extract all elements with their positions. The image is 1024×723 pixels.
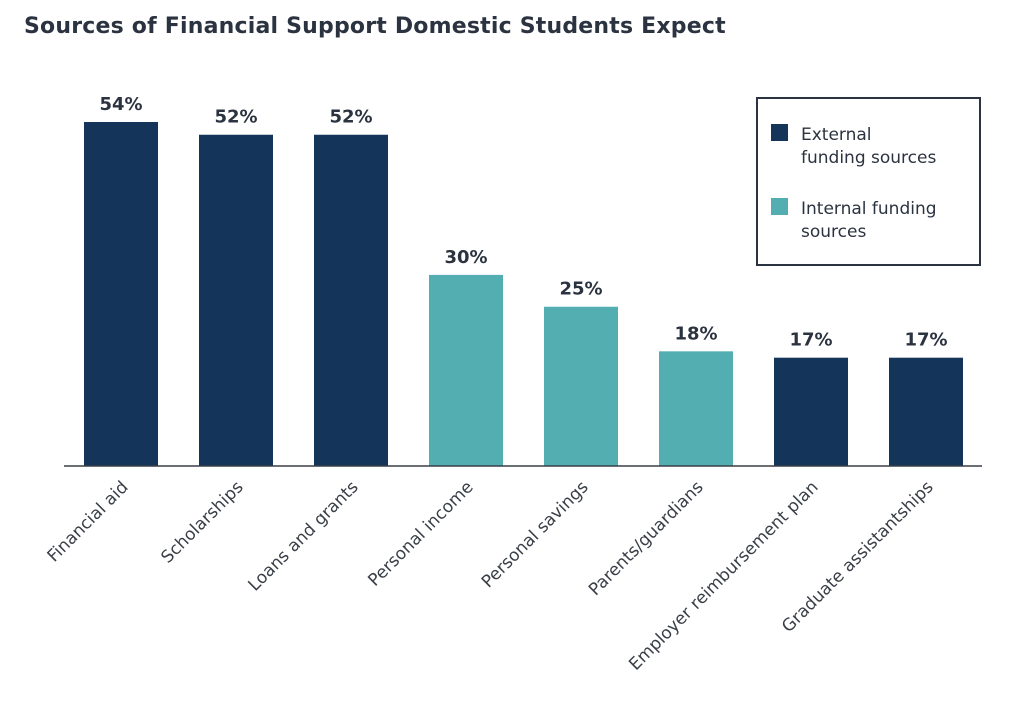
value-label-financial-aid: 54% [99, 94, 142, 115]
legend-label-internal: sources [801, 222, 866, 242]
value-label-employer-reimbursement-plan: 17% [789, 330, 832, 351]
bar-personal-savings [544, 306, 618, 466]
legend-label-external: funding sources [801, 148, 936, 168]
category-label-personal-income: Personal income [364, 477, 477, 590]
category-label-employer-reimbursement-plan: Employer reimbursement plan [625, 477, 822, 674]
value-label-loans-and-grants: 52% [329, 107, 372, 128]
bar-scholarships [199, 134, 273, 467]
legend-label-internal: Internal funding [801, 199, 937, 219]
value-label-graduate-assistantships: 17% [904, 330, 947, 351]
chart-title: Sources of Financial Support Domestic St… [24, 14, 726, 39]
legend-swatch-internal [771, 198, 788, 215]
category-label-scholarships: Scholarships [157, 477, 247, 567]
legend-label-external: External [801, 125, 872, 145]
legend-swatch-external [771, 124, 788, 141]
bar-graduate-assistantships [889, 357, 963, 466]
bar-parents-guardians [659, 351, 733, 466]
category-label-parents-guardians: Parents/guardians [585, 477, 708, 600]
value-labels-layer: 54% 52% 52% 30% 25% 18% 17% 17% [99, 94, 947, 351]
value-label-parents-guardians: 18% [674, 323, 717, 344]
value-label-personal-income: 30% [444, 247, 487, 268]
category-label-financial-aid: Financial aid [44, 477, 133, 566]
bar-financial-aid [84, 122, 158, 466]
category-label-personal-savings: Personal savings [478, 477, 593, 592]
value-label-scholarships: 52% [214, 107, 257, 128]
bars-layer [84, 122, 963, 467]
legend-box [756, 97, 981, 266]
value-label-personal-savings: 25% [559, 279, 602, 300]
bar-employer-reimbursement-plan [774, 357, 848, 466]
legend: External funding sources Internal funding s… [756, 97, 981, 266]
bar-loans-and-grants [314, 134, 388, 467]
bar-personal-income [429, 274, 503, 466]
category-label-loans-and-grants: Loans and grants [245, 477, 363, 595]
